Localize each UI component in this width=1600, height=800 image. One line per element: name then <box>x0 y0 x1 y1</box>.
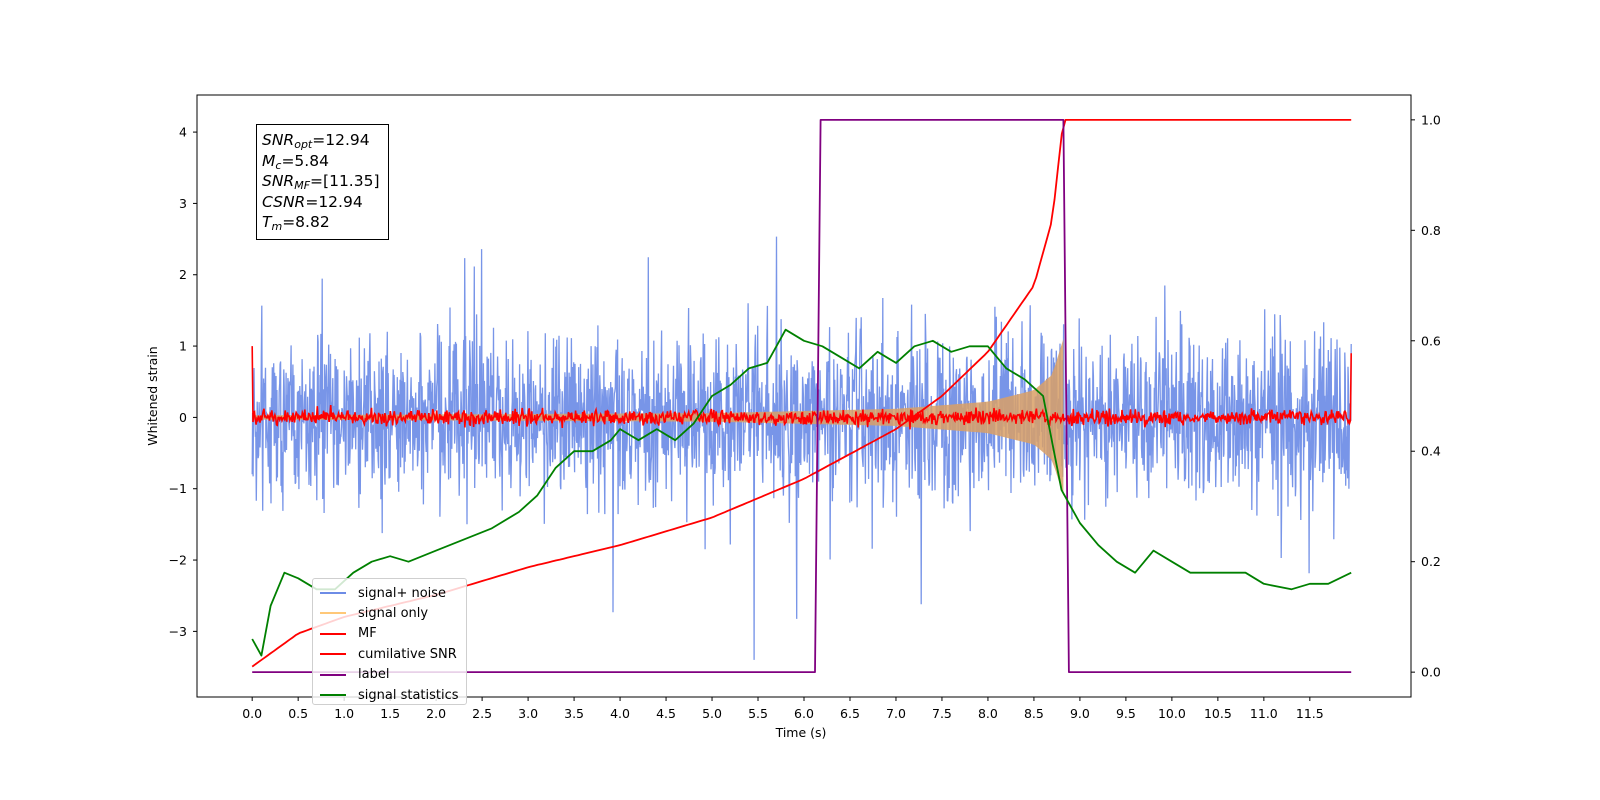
y-tick-label: −1 <box>169 481 187 496</box>
annotation-symbol: SNR <box>262 172 295 190</box>
x-axis-label: Time (s) <box>775 725 827 740</box>
legend-swatch <box>320 673 346 676</box>
annotation-subscript: m <box>271 220 283 233</box>
y-tick-label: 2 <box>179 267 187 282</box>
annotation-symbol: CSNR <box>262 192 306 211</box>
x-tick-label: 3.0 <box>518 706 538 721</box>
legend-label: MF <box>358 626 377 642</box>
x-tick-label: 9.0 <box>1070 706 1090 721</box>
y2-tick-label: 0.2 <box>1421 554 1441 569</box>
label-line <box>252 119 1352 673</box>
legend-label: signal only <box>358 605 429 621</box>
legend: signal+ noise signal only MF cumilative SNR… <box>312 578 467 705</box>
legend-item: label <box>320 665 389 685</box>
annotation-value: =12.94 <box>312 131 370 149</box>
signal-only-envelope <box>252 338 1064 496</box>
annotation-subscript: c <box>275 158 282 172</box>
y-axis-right: 1.0 0.8 0.6 0.4 0.2 0.0 <box>1411 112 1441 680</box>
x-tick-label: 4.5 <box>656 706 676 721</box>
x-tick-label: 1.5 <box>380 706 400 721</box>
legend-item: cumilative SNR <box>320 644 457 664</box>
legend-item: MF <box>320 624 377 644</box>
signal-statistics-line <box>251 328 1352 657</box>
x-axis: 0.0 0.5 1.0 1.5 2.0 2.5 3.0 3.5 4.0 4.5 5.0 5.5 6.0 6… <box>242 697 1324 721</box>
x-tick-label: 6.0 <box>794 706 814 721</box>
annotation-subscript: opt <box>294 138 313 151</box>
y-tick-label: −2 <box>169 553 187 568</box>
y-axis-left: 4 3 2 1 0 −1 −2 −3 <box>169 125 197 639</box>
y2-tick-label: 1.0 <box>1421 112 1441 127</box>
x-tick-label: 7.5 <box>932 706 952 721</box>
annotation-symbol: M <box>262 151 276 170</box>
signal-only-series <box>252 338 1064 496</box>
x-tick-label: 6.5 <box>840 706 860 721</box>
annotation-subscript: MF <box>294 179 311 192</box>
annotation-line: CSNR=12.94 <box>262 192 388 213</box>
signal-noise-line <box>251 236 1352 660</box>
y2-tick-label: 0.6 <box>1421 333 1441 348</box>
x-tick-label: 2.5 <box>472 706 492 721</box>
legend-label: signal statistics <box>358 687 459 703</box>
annotation-symbol: SNR <box>262 131 295 149</box>
y-tick-label: 3 <box>179 196 187 211</box>
x-tick-label: 5.0 <box>702 706 722 721</box>
x-tick-label: 4.0 <box>610 706 630 721</box>
annotation-value: =12.94 <box>305 192 363 211</box>
annotation-symbol: T <box>262 213 272 231</box>
signal-noise-series <box>251 236 1352 660</box>
y-axis-label: Whitened strain <box>145 346 160 445</box>
y2-tick-label: 0.0 <box>1421 665 1441 680</box>
x-tick-label: 9.5 <box>1116 706 1136 721</box>
annotation-line: SNRopt=12.94 <box>262 130 388 151</box>
stats-annotation-box: SNRopt=12.94 Mc=5.84 SNRMF=[11.35] CSNR=12.… <box>256 124 389 240</box>
annotation-line: Tm=8.82 <box>262 212 388 233</box>
mf-series <box>251 346 1352 430</box>
legend-item: signal+ noise <box>320 583 446 603</box>
legend-label: label <box>358 667 390 683</box>
x-tick-label: 11.0 <box>1250 706 1278 721</box>
legend-item: signal statistics <box>320 685 459 705</box>
annotation-line: Mc=5.84 <box>262 151 388 172</box>
x-tick-label: 0.0 <box>242 706 262 721</box>
x-tick-label: 7.0 <box>886 706 906 721</box>
y-tick-label: 0 <box>179 410 187 425</box>
y-tick-label: −3 <box>169 624 187 639</box>
y2-tick-label: 0.4 <box>1421 444 1441 459</box>
y-tick-label: 1 <box>179 339 187 354</box>
x-tick-label: 3.5 <box>564 706 584 721</box>
x-tick-label: 10.0 <box>1158 706 1186 721</box>
legend-item: signal only <box>320 603 428 623</box>
legend-swatch <box>320 632 346 635</box>
legend-label: cumilative SNR <box>358 646 457 662</box>
x-tick-label: 10.5 <box>1204 706 1232 721</box>
x-tick-label: 11.5 <box>1296 706 1324 721</box>
label-series <box>252 119 1352 673</box>
x-tick-label: 8.5 <box>1024 706 1044 721</box>
legend-swatch <box>320 694 346 696</box>
x-tick-label: 5.5 <box>748 706 768 721</box>
annotation-value: =8.82 <box>282 213 330 231</box>
legend-label: signal+ noise <box>358 585 447 601</box>
mf-line <box>251 346 1352 430</box>
x-tick-label: 2.0 <box>426 706 446 721</box>
legend-swatch <box>320 612 346 615</box>
legend-swatch <box>320 653 346 656</box>
annotation-line: SNRMF=[11.35] <box>262 171 388 192</box>
x-tick-label: 8.0 <box>978 706 998 721</box>
y2-tick-label: 0.8 <box>1421 223 1441 238</box>
x-tick-label: 1.0 <box>334 706 354 721</box>
y-tick-label: 4 <box>179 125 187 140</box>
x-tick-label: 0.5 <box>288 706 308 721</box>
annotation-value: =5.84 <box>281 151 329 170</box>
annotation-value: =[11.35] <box>310 172 380 190</box>
signal-statistics-series <box>251 328 1352 657</box>
legend-swatch <box>320 592 346 594</box>
